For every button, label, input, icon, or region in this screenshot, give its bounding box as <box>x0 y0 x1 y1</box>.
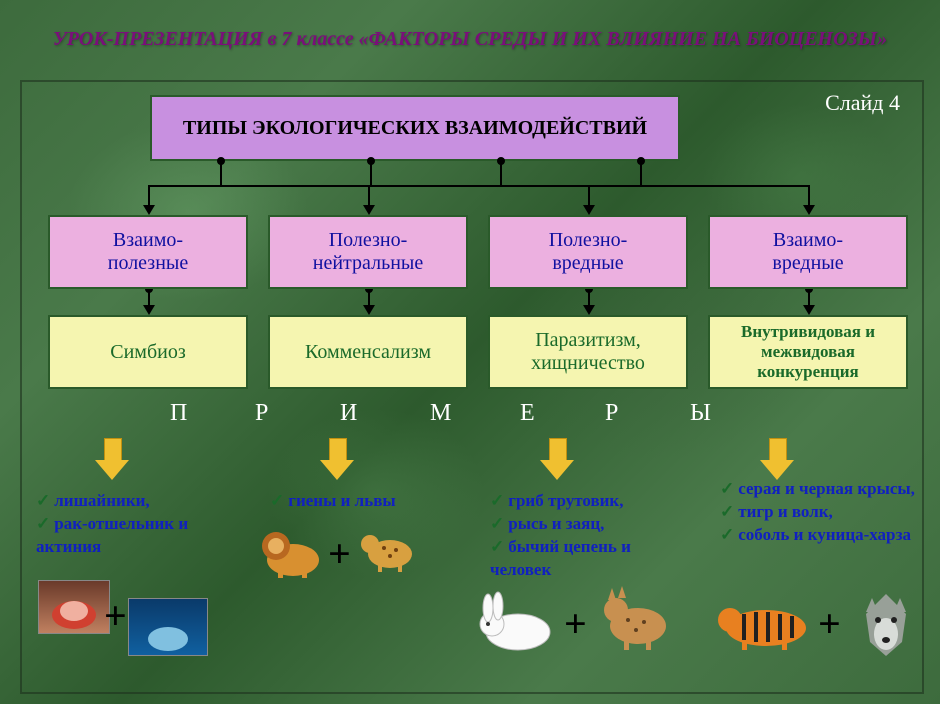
letter: М <box>430 400 451 427</box>
connector-line <box>588 289 590 305</box>
arrowhead-icon <box>803 305 815 315</box>
image-hyena <box>356 520 420 581</box>
image-wolf <box>848 584 924 665</box>
example-list: гриб трутовик,рысь и заяц,бычий цепень и… <box>490 490 690 582</box>
lesson-title: УРОК-ПРЕЗЕНТАЦИЯ в 7 классе «ФАКТОРЫ СРЕ… <box>0 28 940 51</box>
connector-line <box>148 289 150 305</box>
connector-line <box>368 289 370 305</box>
category-box: Взаимо- вредные <box>708 215 908 289</box>
plus-icon: + <box>818 600 841 647</box>
category-box: Полезно- вредные <box>488 215 688 289</box>
plus-icon: + <box>328 530 351 577</box>
letter: Ы <box>690 400 711 427</box>
connector-dot <box>637 157 645 165</box>
arrowhead-icon <box>583 205 595 215</box>
letter: И <box>340 400 357 427</box>
plus-icon: + <box>104 592 127 639</box>
connector-line <box>148 185 810 187</box>
category-box: Взаимо- полезные <box>48 215 248 289</box>
example-list: гиены и львы <box>270 490 470 513</box>
connector-line <box>808 185 810 205</box>
subtype-box: Паразитизм, хищничество <box>488 315 688 389</box>
category-box: Полезно- нейтральные <box>268 215 468 289</box>
image-tiger <box>712 598 812 657</box>
image-lion <box>258 520 328 585</box>
letter: Е <box>520 400 535 427</box>
example-list: лишайники,рак-отшельник и актиния <box>36 490 236 559</box>
arrowhead-icon <box>803 205 815 215</box>
example-item: бычий цепень и человек <box>490 536 690 582</box>
slide-number: Слайд 4 <box>825 90 900 116</box>
example-item: гриб трутовик, <box>490 490 690 513</box>
down-arrow-icon <box>95 438 129 480</box>
connector-dot <box>497 157 505 165</box>
example-list: серая и черная крысы,тигр и волк,соболь … <box>720 478 920 547</box>
image-anemone <box>128 598 208 656</box>
arrowhead-icon <box>363 305 375 315</box>
arrowhead-icon <box>143 205 155 215</box>
example-item: рак-отшельник и актиния <box>36 513 236 559</box>
example-item: соболь и куница-харза <box>720 524 920 547</box>
letter: Р <box>605 400 618 427</box>
subtype-box: Симбиоз <box>48 315 248 389</box>
subtype-box: Комменсализм <box>268 315 468 389</box>
connector-dot <box>367 157 375 165</box>
example-item: гиены и львы <box>270 490 470 513</box>
connector-line <box>808 289 810 305</box>
image-lynx <box>596 582 676 657</box>
connector-line <box>148 185 150 205</box>
image-rabbit <box>470 590 560 659</box>
arrowhead-icon <box>143 305 155 315</box>
connector-line <box>368 185 370 205</box>
down-arrow-icon <box>540 438 574 480</box>
down-arrow-icon <box>760 438 794 480</box>
subtype-box: Внутривидовая и межвидовая конкуренция <box>708 315 908 389</box>
root-box: ТИПЫ ЭКОЛОГИЧЕСКИХ ВЗАИМОДЕЙСТВИЙ <box>150 95 680 161</box>
down-arrow-icon <box>320 438 354 480</box>
example-item: рысь и заяц, <box>490 513 690 536</box>
connector-line <box>588 185 590 205</box>
example-item: серая и черная крысы, <box>720 478 920 501</box>
example-item: лишайники, <box>36 490 236 513</box>
arrowhead-icon <box>583 305 595 315</box>
letter: П <box>170 400 187 427</box>
arrowhead-icon <box>363 205 375 215</box>
letter: Р <box>255 400 268 427</box>
example-item: тигр и волк, <box>720 501 920 524</box>
connector-dot <box>217 157 225 165</box>
plus-icon: + <box>564 600 587 647</box>
image-hermit-crab <box>38 580 110 634</box>
